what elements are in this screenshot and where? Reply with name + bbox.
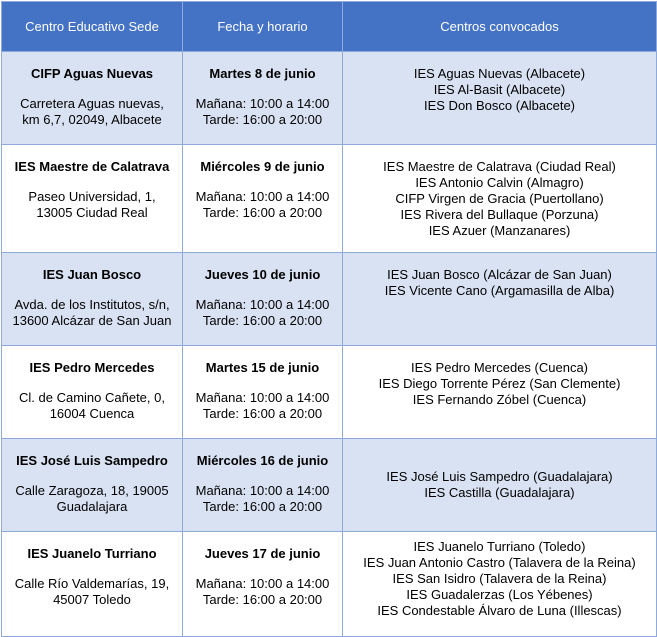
table-header: Centro Educativo Sede Fecha y horario Ce… xyxy=(1,1,657,52)
centro-item: IES Juanelo Turriano (Toledo) xyxy=(413,539,586,554)
fecha-date: Miércoles 9 de junio xyxy=(200,159,325,174)
fecha-date: Martes 15 de junio xyxy=(205,360,320,375)
sede-name: IES Juan Bosco xyxy=(42,267,142,282)
table-row: IES Pedro Mercedes Cl. de Camino Cañete, … xyxy=(1,345,657,439)
horario-afternoon: Tarde: 16:00 a 20:00 xyxy=(202,499,323,514)
centro-item: IES José Luis Sampedro (Guadalajara) xyxy=(386,469,613,484)
centro-item: IES Castilla (Guadalajara) xyxy=(424,485,575,500)
horario-afternoon: Tarde: 16:00 a 20:00 xyxy=(202,205,323,220)
fecha-cell: Martes 15 de junio Mañana: 10:00 a 14:00 T… xyxy=(182,345,343,439)
sede-address-line: Carretera Aguas nuevas, xyxy=(20,96,164,111)
centro-item: IES Rivera del Bullaque (Porzuna) xyxy=(400,207,599,222)
horario-morning: Mañana: 10:00 a 14:00 xyxy=(195,297,330,312)
horario-afternoon: Tarde: 16:00 a 20:00 xyxy=(202,112,323,127)
centros-cell: IES Pedro Mercedes (Cuenca) IES Diego Tor… xyxy=(342,345,657,439)
sede-name: IES Pedro Mercedes xyxy=(29,360,155,375)
centros-cell: IES Juanelo Turriano (Toledo) IES Juan An… xyxy=(342,531,657,637)
horario-morning: Mañana: 10:00 a 14:00 xyxy=(195,390,330,405)
sede-cell: IES José Luis Sampedro Calle Zaragoza, 18… xyxy=(1,438,183,532)
sede-name: IES José Luis Sampedro xyxy=(16,453,168,468)
centro-item: IES Vicente Cano (Argamasilla de Alba) xyxy=(384,283,615,298)
centro-item: IES Diego Torrente Pérez (San Clemente) xyxy=(378,376,621,391)
fecha-date: Jueves 17 de junio xyxy=(204,546,321,561)
centros-cell: IES José Luis Sampedro (Guadalajara) IES … xyxy=(342,438,657,532)
sede-address-line: 45007 Toledo xyxy=(53,592,131,607)
centro-item: IES Pedro Mercedes (Cuenca) xyxy=(410,360,589,375)
header-fecha: Fecha y horario xyxy=(182,1,343,52)
table-row: CIFP Aguas Nuevas Carretera Aguas nuevas,… xyxy=(1,51,657,145)
fecha-cell: Jueves 10 de junio Mañana: 10:00 a 14:00 T… xyxy=(182,252,343,346)
horario-morning: Mañana: 10:00 a 14:00 xyxy=(195,189,330,204)
horario-morning: Mañana: 10:00 a 14:00 xyxy=(195,576,330,591)
sede-cell: IES Juanelo Turriano Calle Río Valdemaría… xyxy=(1,531,183,637)
centro-item: IES Guadalerzas (Los Yébenes) xyxy=(406,587,593,602)
header-centros: Centros convocados xyxy=(342,1,657,52)
sede-address-line: 16004 Cuenca xyxy=(49,406,135,421)
fecha-cell: Miércoles 16 de junio Mañana: 10:00 a 14:… xyxy=(182,438,343,532)
centro-item: IES Maestre de Calatrava (Ciudad Real) xyxy=(383,159,616,174)
centro-item: IES San Isidro (Talavera de la Reina) xyxy=(392,571,607,586)
sede-name: IES Maestre de Calatrava xyxy=(14,159,170,174)
centro-item: IES Al-Basit (Albacete) xyxy=(433,82,566,97)
centro-item: IES Juan Antonio Castro (Talavera de la … xyxy=(363,555,636,570)
horario-afternoon: Tarde: 16:00 a 20:00 xyxy=(202,592,323,607)
sede-address-line: Calle Río Valdemarías, 19, xyxy=(14,576,170,591)
table-row: IES Juanelo Turriano Calle Río Valdemaría… xyxy=(1,531,657,637)
fecha-date: Martes 8 de junio xyxy=(209,66,316,81)
horario-morning: Mañana: 10:00 a 14:00 xyxy=(195,483,330,498)
horario-afternoon: Tarde: 16:00 a 20:00 xyxy=(202,406,323,421)
sede-address-line: Guadalajara xyxy=(56,499,128,514)
header-row: Centro Educativo Sede Fecha y horario Ce… xyxy=(1,1,657,52)
sede-name: CIFP Aguas Nuevas xyxy=(30,66,154,81)
centro-item: IES Aguas Nuevas (Albacete) xyxy=(413,66,586,81)
sede-address-line: Paseo Universidad, 1, xyxy=(28,189,156,204)
sede-address-line: Calle Zaragoza, 18, 19005 xyxy=(15,483,169,498)
table-row: IES José Luis Sampedro Calle Zaragoza, 18… xyxy=(1,438,657,532)
header-sede: Centro Educativo Sede xyxy=(1,1,183,52)
sede-address-line: 13005 Ciudad Real xyxy=(36,205,148,220)
fecha-cell: Miércoles 9 de junio Mañana: 10:00 a 14:0… xyxy=(182,144,343,253)
centro-item: IES Antonio Calvin (Almagro) xyxy=(415,175,584,190)
fecha-date: Jueves 10 de junio xyxy=(204,267,321,282)
table-row: IES Maestre de Calatrava Paseo Universida… xyxy=(1,144,657,253)
horario-morning: Mañana: 10:00 a 14:00 xyxy=(195,96,330,111)
sede-cell: IES Pedro Mercedes Cl. de Camino Cañete, … xyxy=(1,345,183,439)
fecha-cell: Jueves 17 de junio Mañana: 10:00 a 14:00 T… xyxy=(182,531,343,637)
sede-address-line: km 6,7, 02049, Albacete xyxy=(22,112,162,127)
sede-cell: CIFP Aguas Nuevas Carretera Aguas nuevas,… xyxy=(1,51,183,145)
sede-cell: IES Juan Bosco Avda. de los Institutos, s… xyxy=(1,252,183,346)
centro-item: IES Fernando Zóbel (Cuenca) xyxy=(412,392,587,407)
table-body: CIFP Aguas Nuevas Carretera Aguas nuevas,… xyxy=(1,51,657,637)
sede-address-line: 13600 Alcázar de San Juan xyxy=(12,313,172,328)
sede-address-line: Avda. de los Institutos, s/n, xyxy=(14,297,170,312)
centro-item: CIFP Virgen de Gracia (Puertollano) xyxy=(395,191,604,206)
centros-cell: IES Juan Bosco (Alcázar de San Juan) IES … xyxy=(342,252,657,346)
centro-item: IES Condestable Álvaro de Luna (Illescas… xyxy=(377,603,622,618)
sede-name: IES Juanelo Turriano xyxy=(27,546,157,561)
sede-address-line: Cl. de Camino Cañete, 0, xyxy=(19,390,165,405)
fecha-cell: Martes 8 de junio Mañana: 10:00 a 14:00 Ta… xyxy=(182,51,343,145)
fecha-date: Miércoles 16 de junio xyxy=(196,453,329,468)
centros-cell: IES Maestre de Calatrava (Ciudad Real) IE… xyxy=(342,144,657,253)
centro-item: IES Juan Bosco (Alcázar de San Juan) xyxy=(387,267,612,282)
centros-cell: IES Aguas Nuevas (Albacete) IES Al-Basit … xyxy=(342,51,657,145)
sede-cell: IES Maestre de Calatrava Paseo Universida… xyxy=(1,144,183,253)
centro-item: IES Don Bosco (Albacete) xyxy=(423,98,576,113)
horario-afternoon: Tarde: 16:00 a 20:00 xyxy=(202,313,323,328)
table-row: IES Juan Bosco Avda. de los Institutos, s… xyxy=(1,252,657,346)
centro-item: IES Azuer (Manzanares) xyxy=(428,223,571,238)
